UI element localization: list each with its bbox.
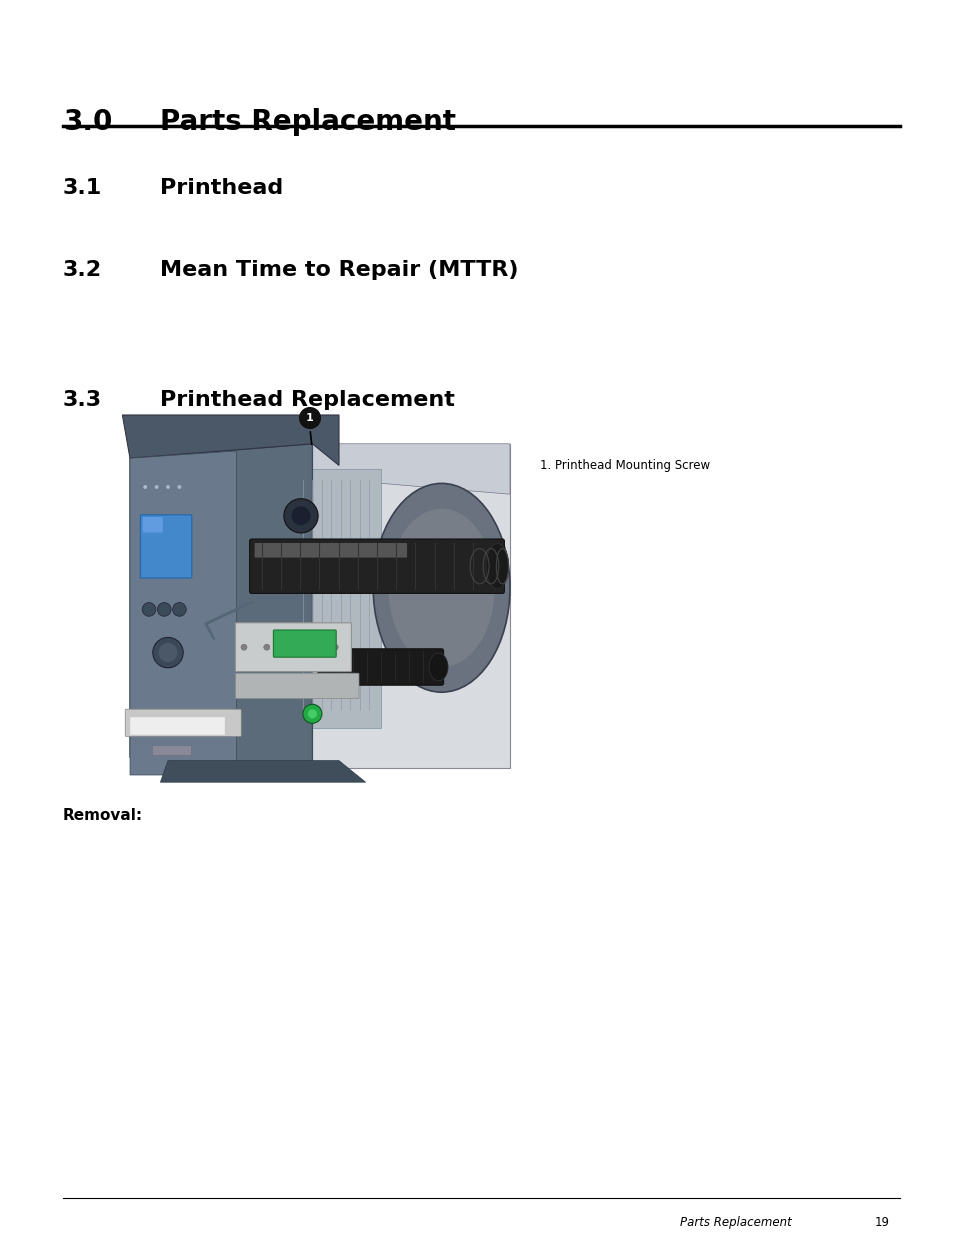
Text: Parts Replacement: Parts Replacement: [679, 1216, 791, 1229]
Circle shape: [286, 645, 293, 651]
FancyBboxPatch shape: [274, 630, 335, 657]
Polygon shape: [244, 443, 510, 494]
Polygon shape: [130, 443, 312, 776]
Polygon shape: [130, 451, 236, 776]
Text: Removal:: Removal:: [63, 808, 143, 823]
Circle shape: [309, 645, 315, 651]
Circle shape: [177, 485, 181, 489]
FancyBboxPatch shape: [254, 543, 407, 557]
Circle shape: [166, 485, 170, 489]
Circle shape: [143, 485, 147, 489]
FancyBboxPatch shape: [235, 622, 351, 672]
Circle shape: [241, 645, 247, 651]
Ellipse shape: [373, 483, 510, 692]
Circle shape: [172, 603, 186, 616]
Circle shape: [157, 603, 171, 616]
FancyBboxPatch shape: [143, 517, 163, 532]
Text: 3.1: 3.1: [63, 178, 102, 198]
Polygon shape: [122, 415, 338, 466]
Circle shape: [303, 704, 321, 724]
Circle shape: [263, 645, 270, 651]
Text: 3.2: 3.2: [63, 261, 102, 280]
Text: Printhead: Printhead: [160, 178, 283, 198]
Text: 1: 1: [306, 412, 314, 424]
FancyBboxPatch shape: [250, 538, 504, 593]
Text: Mean Time to Repair (MTTR): Mean Time to Repair (MTTR): [160, 261, 518, 280]
Circle shape: [152, 637, 183, 668]
FancyBboxPatch shape: [152, 746, 192, 756]
Circle shape: [142, 603, 155, 616]
Circle shape: [158, 643, 177, 662]
FancyBboxPatch shape: [317, 648, 443, 685]
FancyBboxPatch shape: [235, 673, 358, 699]
Ellipse shape: [485, 543, 508, 589]
Circle shape: [332, 645, 338, 651]
Circle shape: [154, 485, 158, 489]
Polygon shape: [290, 443, 510, 768]
Circle shape: [308, 709, 316, 719]
Polygon shape: [160, 761, 365, 782]
FancyBboxPatch shape: [140, 515, 192, 578]
Text: 3.0: 3.0: [63, 107, 112, 136]
FancyBboxPatch shape: [130, 718, 225, 735]
Text: 3.3: 3.3: [63, 390, 102, 410]
Ellipse shape: [388, 509, 495, 667]
Text: 1. Printhead Mounting Screw: 1. Printhead Mounting Screw: [539, 459, 709, 473]
Circle shape: [292, 506, 310, 525]
FancyBboxPatch shape: [297, 469, 380, 729]
Text: 19: 19: [874, 1216, 889, 1229]
Text: Printhead Replacement: Printhead Replacement: [160, 390, 455, 410]
Text: Parts Replacement: Parts Replacement: [160, 107, 456, 136]
Circle shape: [284, 499, 317, 532]
Ellipse shape: [429, 653, 448, 680]
FancyBboxPatch shape: [125, 709, 241, 736]
Circle shape: [299, 408, 319, 429]
